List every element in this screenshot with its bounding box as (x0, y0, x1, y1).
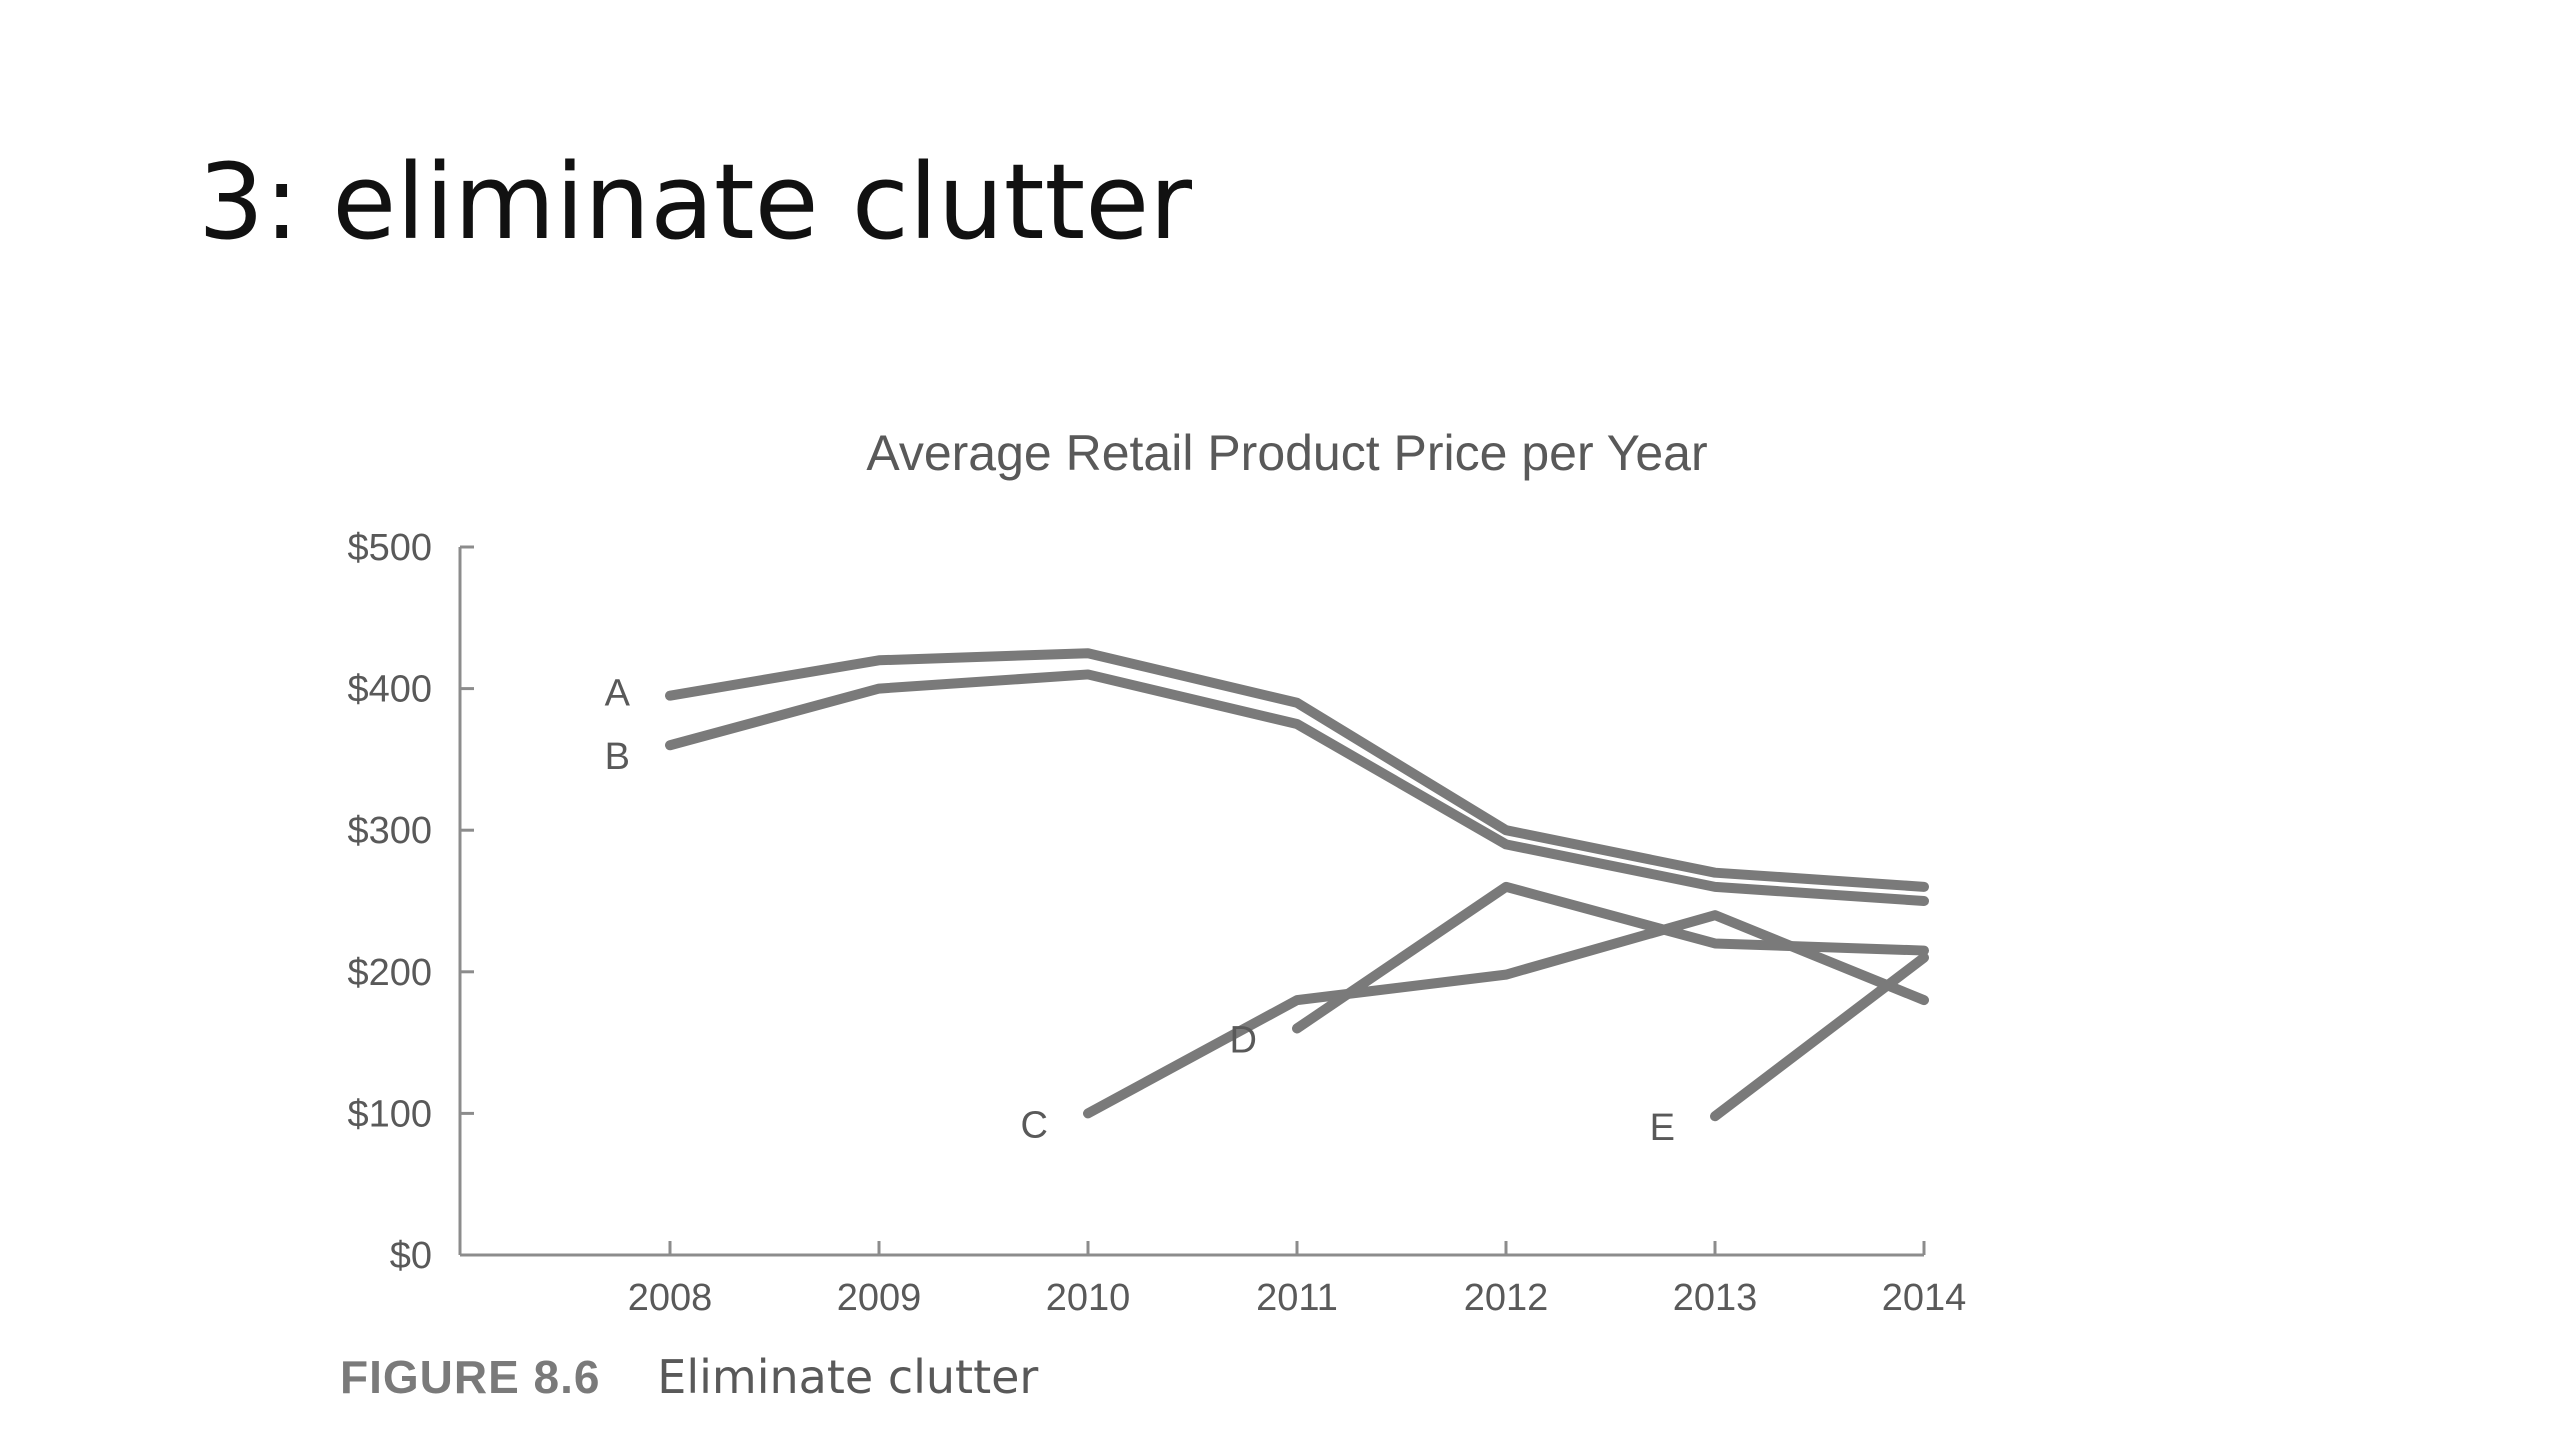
x-tick-label: 2014 (1882, 1277, 1967, 1319)
x-tick-label: 2009 (837, 1277, 922, 1319)
y-tick-label: $400 (347, 669, 432, 711)
series-label-c: C (1021, 1104, 1048, 1146)
series-label-b: B (605, 736, 630, 778)
y-tick-label: $100 (347, 1093, 432, 1135)
series-label-e: E (1650, 1107, 1675, 1149)
x-tick-label: 2008 (628, 1277, 713, 1319)
chart-series-group (665, 648, 1929, 1122)
y-tick-label: $0 (390, 1235, 432, 1277)
x-tick-label: 2013 (1673, 1277, 1758, 1319)
x-tick-label: 2010 (1046, 1277, 1131, 1319)
y-tick-label: $500 (347, 527, 432, 569)
series-line-d (1292, 881, 1929, 1034)
x-tick-label: 2011 (1256, 1277, 1338, 1319)
series-line-b (665, 669, 1929, 906)
series-label-a: A (605, 673, 631, 715)
slide-title: 3: eliminate clutter (198, 141, 1192, 263)
y-tick-label: $200 (347, 952, 432, 994)
chart-title: Average Retail Product Price per Year (866, 425, 1707, 481)
chart-series-labels: AB C D E (605, 673, 1675, 1150)
chart-axes: $0 $100 $200 $300 $400 $500 2008 2009 2010 2011 20… (347, 527, 1966, 1319)
x-tick-label: 2012 (1464, 1277, 1549, 1319)
y-tick-label: $300 (347, 810, 432, 852)
figure-caption-text: Eliminate clutter (657, 1350, 1039, 1404)
figure-caption: FIGURE 8.6 Eliminate clutter (340, 1350, 1038, 1404)
series-label-d: D (1230, 1019, 1257, 1061)
series-line-a (665, 648, 1929, 892)
figure-number: FIGURE 8.6 (340, 1351, 601, 1403)
series-line-e (1710, 952, 1929, 1122)
